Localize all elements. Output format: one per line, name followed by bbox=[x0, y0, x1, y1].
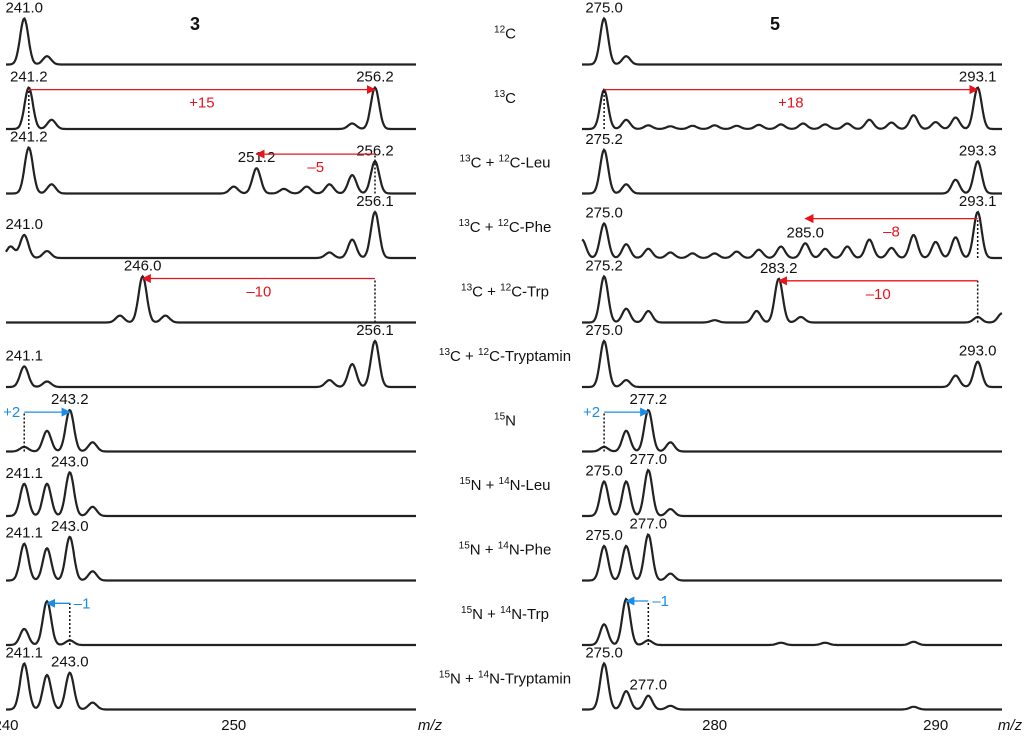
peak-label: 243.2 bbox=[51, 391, 89, 408]
peak-label: 256.1 bbox=[356, 322, 394, 339]
peak-label: 277.0 bbox=[630, 451, 668, 468]
shift-label: –10 bbox=[246, 284, 271, 301]
condition-label: 15N + 14N-Tryptamin bbox=[439, 670, 571, 688]
peak-label: 275.2 bbox=[585, 131, 623, 148]
condition-label: 13C bbox=[494, 89, 516, 107]
spectrum-trace-5-row-8 bbox=[582, 468, 1002, 518]
spectrum-trace-5-row-11 bbox=[582, 661, 1002, 711]
peak-label: 293.0 bbox=[959, 343, 997, 360]
peak-label: 256.2 bbox=[356, 142, 394, 159]
shift-label: +2 bbox=[3, 404, 20, 421]
peak-label: 256.1 bbox=[356, 193, 394, 210]
peak-label: 277.0 bbox=[630, 516, 668, 533]
condition-label: 12C bbox=[494, 25, 516, 43]
panel-header-3: 3 bbox=[190, 14, 200, 34]
condition-label: 13C + 12C-Trp bbox=[461, 283, 549, 301]
peak-label: 241.0 bbox=[5, 216, 43, 233]
peak-label: 275.0 bbox=[585, 463, 623, 480]
peak-label: 243.0 bbox=[51, 518, 89, 535]
peak-label: 243.0 bbox=[51, 453, 89, 470]
shift-label: –5 bbox=[307, 159, 324, 176]
condition-label: 15N bbox=[494, 412, 516, 430]
shift-label: –8 bbox=[883, 224, 900, 241]
spectrum-trace-3-row-9 bbox=[6, 535, 416, 582]
peak-label: 241.1 bbox=[5, 465, 43, 482]
peak-label: 241.1 bbox=[5, 525, 43, 542]
peak-label: 293.1 bbox=[959, 69, 997, 86]
peak-label: 251.2 bbox=[238, 149, 276, 166]
spectrum-trace-3-row-3 bbox=[6, 146, 416, 195]
peak-label: 275.0 bbox=[585, 645, 623, 662]
spectrum-trace-3-row-7 bbox=[6, 408, 416, 453]
x-tick-label: 290 bbox=[923, 717, 948, 734]
peak-label: 277.2 bbox=[630, 391, 668, 408]
peak-label: 275.0 bbox=[585, 0, 623, 17]
peak-label: 293.1 bbox=[959, 193, 997, 210]
condition-label: 13C + 12C-Phe bbox=[459, 218, 552, 236]
peak-label: 241.0 bbox=[5, 0, 43, 17]
peak-label: 275.0 bbox=[585, 205, 623, 222]
spectrum-trace-5-row-9 bbox=[582, 533, 1002, 582]
condition-label: 15N + 14N-Trp bbox=[461, 605, 549, 623]
spectrum-trace-5-row-7 bbox=[582, 408, 1002, 453]
spectrum-trace-5-row-6 bbox=[582, 339, 1002, 389]
spectrum-trace-3-row-11 bbox=[6, 662, 416, 711]
x-axis-label: m/z bbox=[418, 717, 443, 734]
condition-label: 13C + 12C-Tryptamin bbox=[439, 347, 571, 365]
peak-label: 241.2 bbox=[10, 69, 48, 86]
peak-label: 277.0 bbox=[630, 677, 668, 694]
spectrum-trace-3-row-1 bbox=[6, 17, 416, 66]
shift-label: +2 bbox=[583, 404, 600, 421]
spectrum-trace-5-row-2 bbox=[582, 86, 1002, 131]
peak-label: 246.0 bbox=[124, 258, 162, 275]
spectrum-trace-5-row-5 bbox=[582, 274, 1003, 324]
peak-label: 241.2 bbox=[10, 129, 48, 146]
peak-label: 243.0 bbox=[51, 654, 89, 671]
spectrum-trace-5-row-3 bbox=[582, 147, 1002, 195]
peak-label: 293.3 bbox=[959, 142, 997, 159]
peak-label: 275.0 bbox=[585, 527, 623, 544]
peak-label: 275.2 bbox=[585, 258, 623, 275]
spectrum-trace-5-row-10 bbox=[582, 597, 1002, 647]
spectrum-trace-3-row-4 bbox=[5, 210, 416, 260]
shift-label: +18 bbox=[778, 95, 803, 112]
spectrum-trace-5-row-4 bbox=[581, 210, 1002, 260]
peak-label: 256.2 bbox=[356, 69, 394, 86]
spectrum-trace-3-row-6 bbox=[6, 339, 416, 389]
condition-label: 13C + 12C-Leu bbox=[459, 154, 550, 172]
x-axis-label: m/z bbox=[998, 717, 1023, 734]
x-tick-label: 250 bbox=[221, 717, 246, 734]
spectrum-trace-5-row-1 bbox=[582, 16, 1002, 66]
condition-label: 15N + 14N-Phe bbox=[459, 541, 552, 559]
peak-label: 285.0 bbox=[786, 224, 824, 241]
spectrum-trace-3-row-2 bbox=[6, 85, 416, 131]
x-tick-label: 280 bbox=[702, 717, 727, 734]
peak-label: 275.0 bbox=[585, 322, 623, 339]
x-tick-label: 240 bbox=[0, 717, 19, 734]
spectrum-trace-3-row-5 bbox=[6, 274, 416, 324]
peak-label: 241.1 bbox=[5, 347, 43, 364]
spectrum-trace-3-row-8 bbox=[6, 470, 416, 518]
shift-label: –10 bbox=[866, 286, 891, 303]
condition-label: 15N + 14N-Leu bbox=[459, 476, 550, 494]
shift-label: –1 bbox=[652, 593, 669, 610]
panel-header-5: 5 bbox=[770, 14, 780, 34]
peak-label: 283.2 bbox=[760, 260, 798, 277]
peak-label: 241.1 bbox=[5, 645, 43, 662]
shift-label: +15 bbox=[189, 95, 214, 112]
shift-label: –1 bbox=[74, 595, 91, 612]
spectrum-trace-3-row-10 bbox=[6, 599, 416, 647]
